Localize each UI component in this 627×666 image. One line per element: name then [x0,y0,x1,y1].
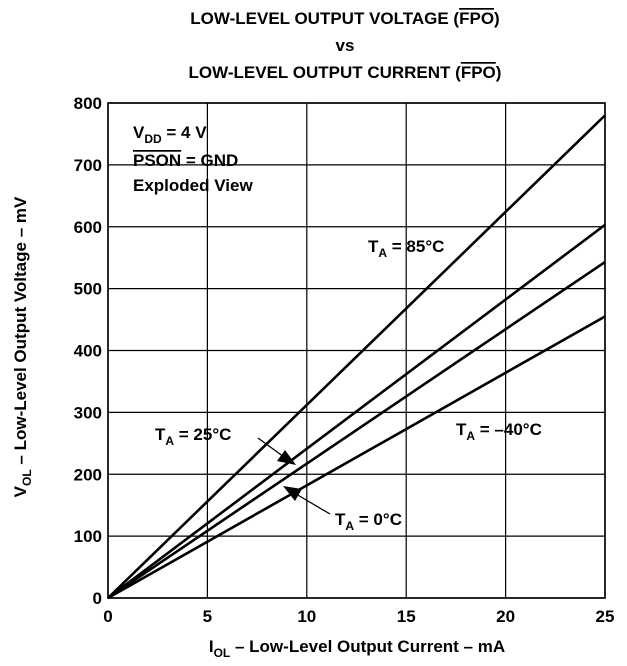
y-tick-label-500: 500 [74,280,102,299]
leader-0c [295,493,331,515]
y-tick-label-100: 100 [74,527,102,546]
x-tick-label-15: 15 [397,607,416,626]
y-axis-label: VOL – Low-Level Output Voltage – mV [11,196,34,497]
series-line-0 [107,114,606,599]
title-line-3: LOW-LEVEL OUTPUT CURRENT (FPO) [189,63,502,82]
y-tick-labels: 0 100 200 300 400 500 600 700 800 [74,94,102,608]
title-line-1: LOW-LEVEL OUTPUT VOLTAGE (FPO) [190,9,499,28]
y-tick-label-300: 300 [74,403,102,422]
condition-pson: PSON = GND [133,151,238,170]
x-tick-label-0: 0 [103,607,112,626]
label-minus40c: TA = –40°C [456,420,542,443]
arrowhead-25c [277,450,296,465]
label-25c: TA = 25°C [155,425,231,448]
leader-25c [257,437,285,458]
title-fpo-overline-2: FPO [461,63,496,82]
series-line-3 [107,315,606,600]
plot-frame [107,102,606,599]
chart-title: LOW-LEVEL OUTPUT VOLTAGE (FPO) vs LOW-LE… [189,9,502,82]
y-tick-label-700: 700 [74,156,102,175]
series-line-2 [107,260,606,600]
title-fpo-overline: FPO [459,9,494,28]
series-line-1 [107,223,606,600]
x-axis-label: IOL – Low-Level Output Current – mA [209,637,505,660]
conditions: VDD = 4 V PSON = GND Exploded View [133,123,253,195]
y-tick-label-400: 400 [74,342,102,361]
y-tick-label-200: 200 [74,465,102,484]
y-tick-label-0: 0 [93,589,102,608]
title-line-2: vs [336,36,355,55]
arrowhead-0c [283,486,302,501]
x-tick-label-20: 20 [496,607,515,626]
series-lines [107,114,606,600]
label-85c: TA = 85°C [368,237,444,260]
label-0c: TA = 0°C [335,510,402,533]
x-tick-label-5: 5 [203,607,212,626]
condition-vdd: VDD = 4 V [133,123,207,146]
x-tick-label-25: 25 [596,607,615,626]
y-tick-label-600: 600 [74,218,102,237]
x-tick-label-10: 10 [297,607,316,626]
condition-view: Exploded View [133,176,253,195]
y-tick-label-800: 800 [74,94,102,113]
x-tick-labels: 0 5 10 15 20 25 [103,607,614,626]
